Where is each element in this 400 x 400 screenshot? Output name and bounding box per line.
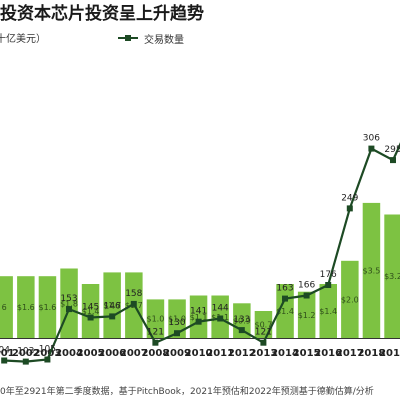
x-tick-label-2003: 2003: [33, 348, 61, 359]
line-label-2016: 176: [320, 270, 337, 280]
line-label-2002: 103: [17, 347, 34, 357]
bar-2018: [362, 202, 381, 338]
chart-title: 投资本芯片投资呈上升趋势: [0, 4, 204, 23]
line-marker-2002: [22, 358, 29, 365]
bar-2012: [233, 303, 251, 338]
x-tick-label-2017: 2017: [336, 348, 364, 359]
bar-label-2015: $1.2: [298, 311, 316, 320]
line-marker-2019: [390, 157, 396, 164]
x-tick-label-2009: 2009: [163, 348, 191, 359]
bar-2002: [17, 276, 35, 338]
line-label-2009: 130: [168, 318, 185, 328]
line-marker-2006: [109, 313, 116, 320]
bar-label-2003: $1.6: [38, 303, 56, 312]
line-marker-2001: [1, 357, 8, 364]
line-label-2005: 145: [82, 303, 99, 313]
bar-2009: [168, 299, 186, 338]
line-label-2014: 163: [276, 284, 293, 294]
bar-2019: [384, 214, 400, 338]
x-tick-label-2012: 2012: [228, 348, 256, 359]
line-marker-2015: [303, 292, 310, 299]
line-marker-2016: [325, 282, 332, 288]
bar-2015: [297, 291, 316, 338]
line-label-2017: 249: [341, 193, 358, 203]
bar-label-2002: $1.6: [17, 303, 35, 312]
bar-2003: [38, 276, 57, 338]
line-marker-2005: [87, 314, 94, 321]
x-tick-label-2008: 2008: [141, 348, 169, 359]
x-tick-label-2010: 2010: [185, 348, 213, 359]
line-marker-2010: [195, 318, 202, 325]
line-label-2011: 144: [212, 304, 229, 314]
line-marker-2007: [130, 300, 137, 307]
x-tick-label-2011: 2011: [206, 348, 234, 359]
x-tick-label-2019: 2019: [379, 348, 400, 359]
x-tick-label-2002: 2002: [12, 348, 40, 359]
bar-2016: [319, 284, 337, 338]
bar-label-2016: $1.4: [319, 307, 337, 316]
x-tick-label-2014: 2014: [271, 348, 299, 359]
bar-label-2018: $3.5: [362, 266, 380, 275]
x-tick-label-2015: 2015: [293, 348, 321, 359]
x-tick-label-2016: 2016: [314, 348, 342, 359]
bar-label-2006: $1.7: [103, 301, 121, 310]
line-label-2004: 153: [60, 294, 77, 304]
x-tick-label-2007: 2007: [120, 348, 148, 359]
x-tick-label-2001: 001: [0, 348, 15, 359]
line-label-2003: 105: [39, 345, 56, 355]
bar-label-2001: 6: [2, 303, 7, 312]
line-marker-2017: [346, 205, 353, 212]
line-marker-2018: [368, 145, 375, 152]
bar-2010: [189, 295, 208, 338]
line-label-2015: 166: [298, 281, 315, 291]
bar-label-2012: $0.9: [233, 317, 251, 326]
line-marker-2008: [152, 339, 159, 346]
line-label-2013: 121: [255, 328, 272, 338]
line-label-2006: 146: [104, 301, 121, 311]
bar-2005: [81, 284, 100, 338]
line-series-deal-count: [4, 142, 400, 363]
x-tick-label-2006: 2006: [98, 348, 126, 359]
line-label-2008: 121: [147, 328, 164, 338]
x-tick-label-2018: 2018: [357, 348, 385, 359]
line-marker-2011: [217, 315, 224, 322]
bar-label-2009: $1.0: [168, 315, 186, 324]
line-label-2010: 141: [190, 307, 207, 317]
footnote: 0年至2921年第二季度数据，基于PitchBook，2021年预估和2022年…: [0, 387, 374, 397]
bar-label-2013: $0.7: [254, 321, 272, 330]
bar-2001: [0, 276, 13, 338]
bar-label-2004: $1.8: [60, 299, 78, 308]
bar-label-2005: $1.4: [82, 307, 100, 316]
x-tick-label-2005: 2005: [77, 348, 105, 359]
bar-label-2010: $1.1: [190, 313, 208, 322]
line-marker-2003: [44, 356, 51, 363]
line-label-2007: 158: [125, 289, 142, 299]
legend-line-marker-icon: [118, 33, 138, 43]
line-marker-2004: [66, 306, 72, 313]
line-marker-2014: [282, 295, 288, 302]
x-tick-label-2004: 2004: [55, 348, 83, 359]
bar-2008: [146, 299, 165, 338]
line-label-2019: 295: [384, 145, 400, 155]
bar-2017: [341, 260, 359, 338]
x-tick-label-2013: 2013: [249, 348, 277, 359]
legend-label-deal-count: 交易数量: [144, 34, 184, 46]
bar-label-2017: $2.0: [341, 295, 359, 304]
bar-unit-label: 十亿美元）: [0, 34, 46, 45]
bar-label-2019: $3.2: [384, 272, 400, 281]
legend: 交易数量: [118, 30, 184, 46]
line-marker-2012: [238, 327, 245, 334]
bar-label-2008: $1.0: [146, 315, 164, 324]
line-marker-2013: [260, 339, 267, 346]
line-label-2012: 133: [233, 315, 250, 325]
line-label-2001: 04: [0, 346, 10, 356]
line-marker-2009: [174, 330, 180, 337]
bar-2006: [103, 272, 121, 338]
line-label-2018: 306: [363, 134, 380, 144]
bar-label-2014: $1.4: [276, 307, 294, 316]
